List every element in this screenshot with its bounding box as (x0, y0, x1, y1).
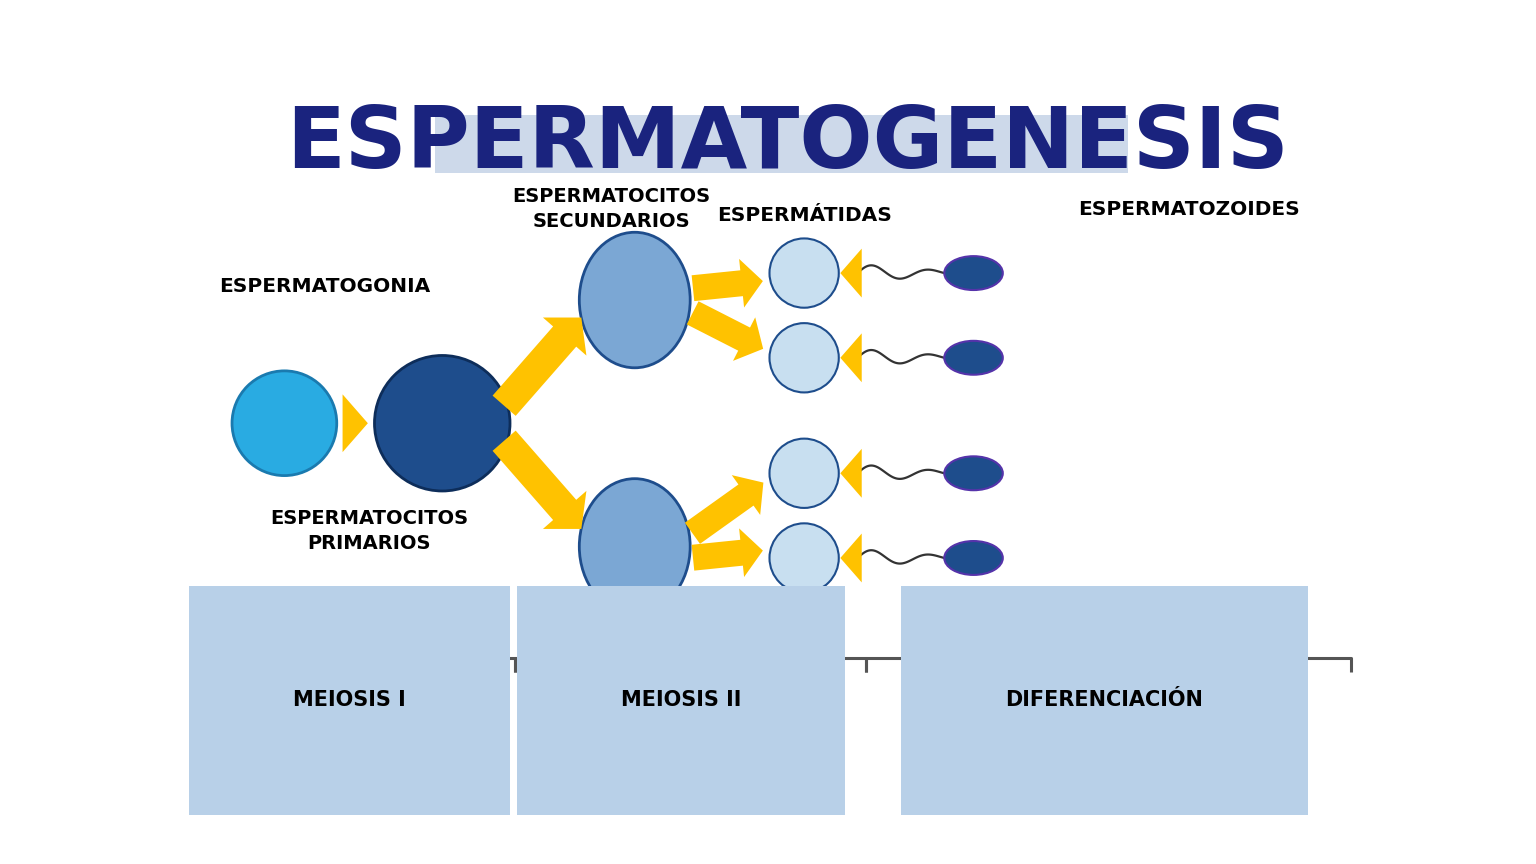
Text: MEIOSIS II: MEIOSIS II (621, 690, 742, 710)
Ellipse shape (770, 238, 839, 308)
Text: ESPERMATOGENESIS: ESPERMATOGENESIS (286, 103, 1289, 186)
Ellipse shape (579, 479, 690, 614)
Ellipse shape (770, 439, 839, 508)
Text: DIFERENCIACIÓN: DIFERENCIACIÓN (1006, 690, 1203, 710)
Text: ESPERMATOZOIDES: ESPERMATOZOIDES (1078, 200, 1299, 219)
Ellipse shape (945, 456, 1003, 490)
Ellipse shape (375, 355, 510, 491)
Ellipse shape (232, 371, 336, 475)
Text: ESPERMÁTIDAS: ESPERMÁTIDAS (717, 206, 891, 225)
Ellipse shape (770, 323, 839, 392)
Text: MEIOSIS I: MEIOSIS I (293, 690, 406, 710)
Ellipse shape (945, 256, 1003, 290)
Ellipse shape (945, 541, 1003, 575)
Text: ESPERMATOCITOS
PRIMARIOS: ESPERMATOCITOS PRIMARIOS (270, 509, 468, 553)
Text: ESPERMATOGONIA: ESPERMATOGONIA (220, 276, 430, 295)
Text: ESPERMATOCITOS
SECUNDARIOS: ESPERMATOCITOS SECUNDARIOS (513, 187, 711, 232)
Ellipse shape (945, 340, 1003, 375)
FancyBboxPatch shape (435, 115, 1127, 173)
Ellipse shape (770, 524, 839, 593)
Ellipse shape (579, 232, 690, 368)
